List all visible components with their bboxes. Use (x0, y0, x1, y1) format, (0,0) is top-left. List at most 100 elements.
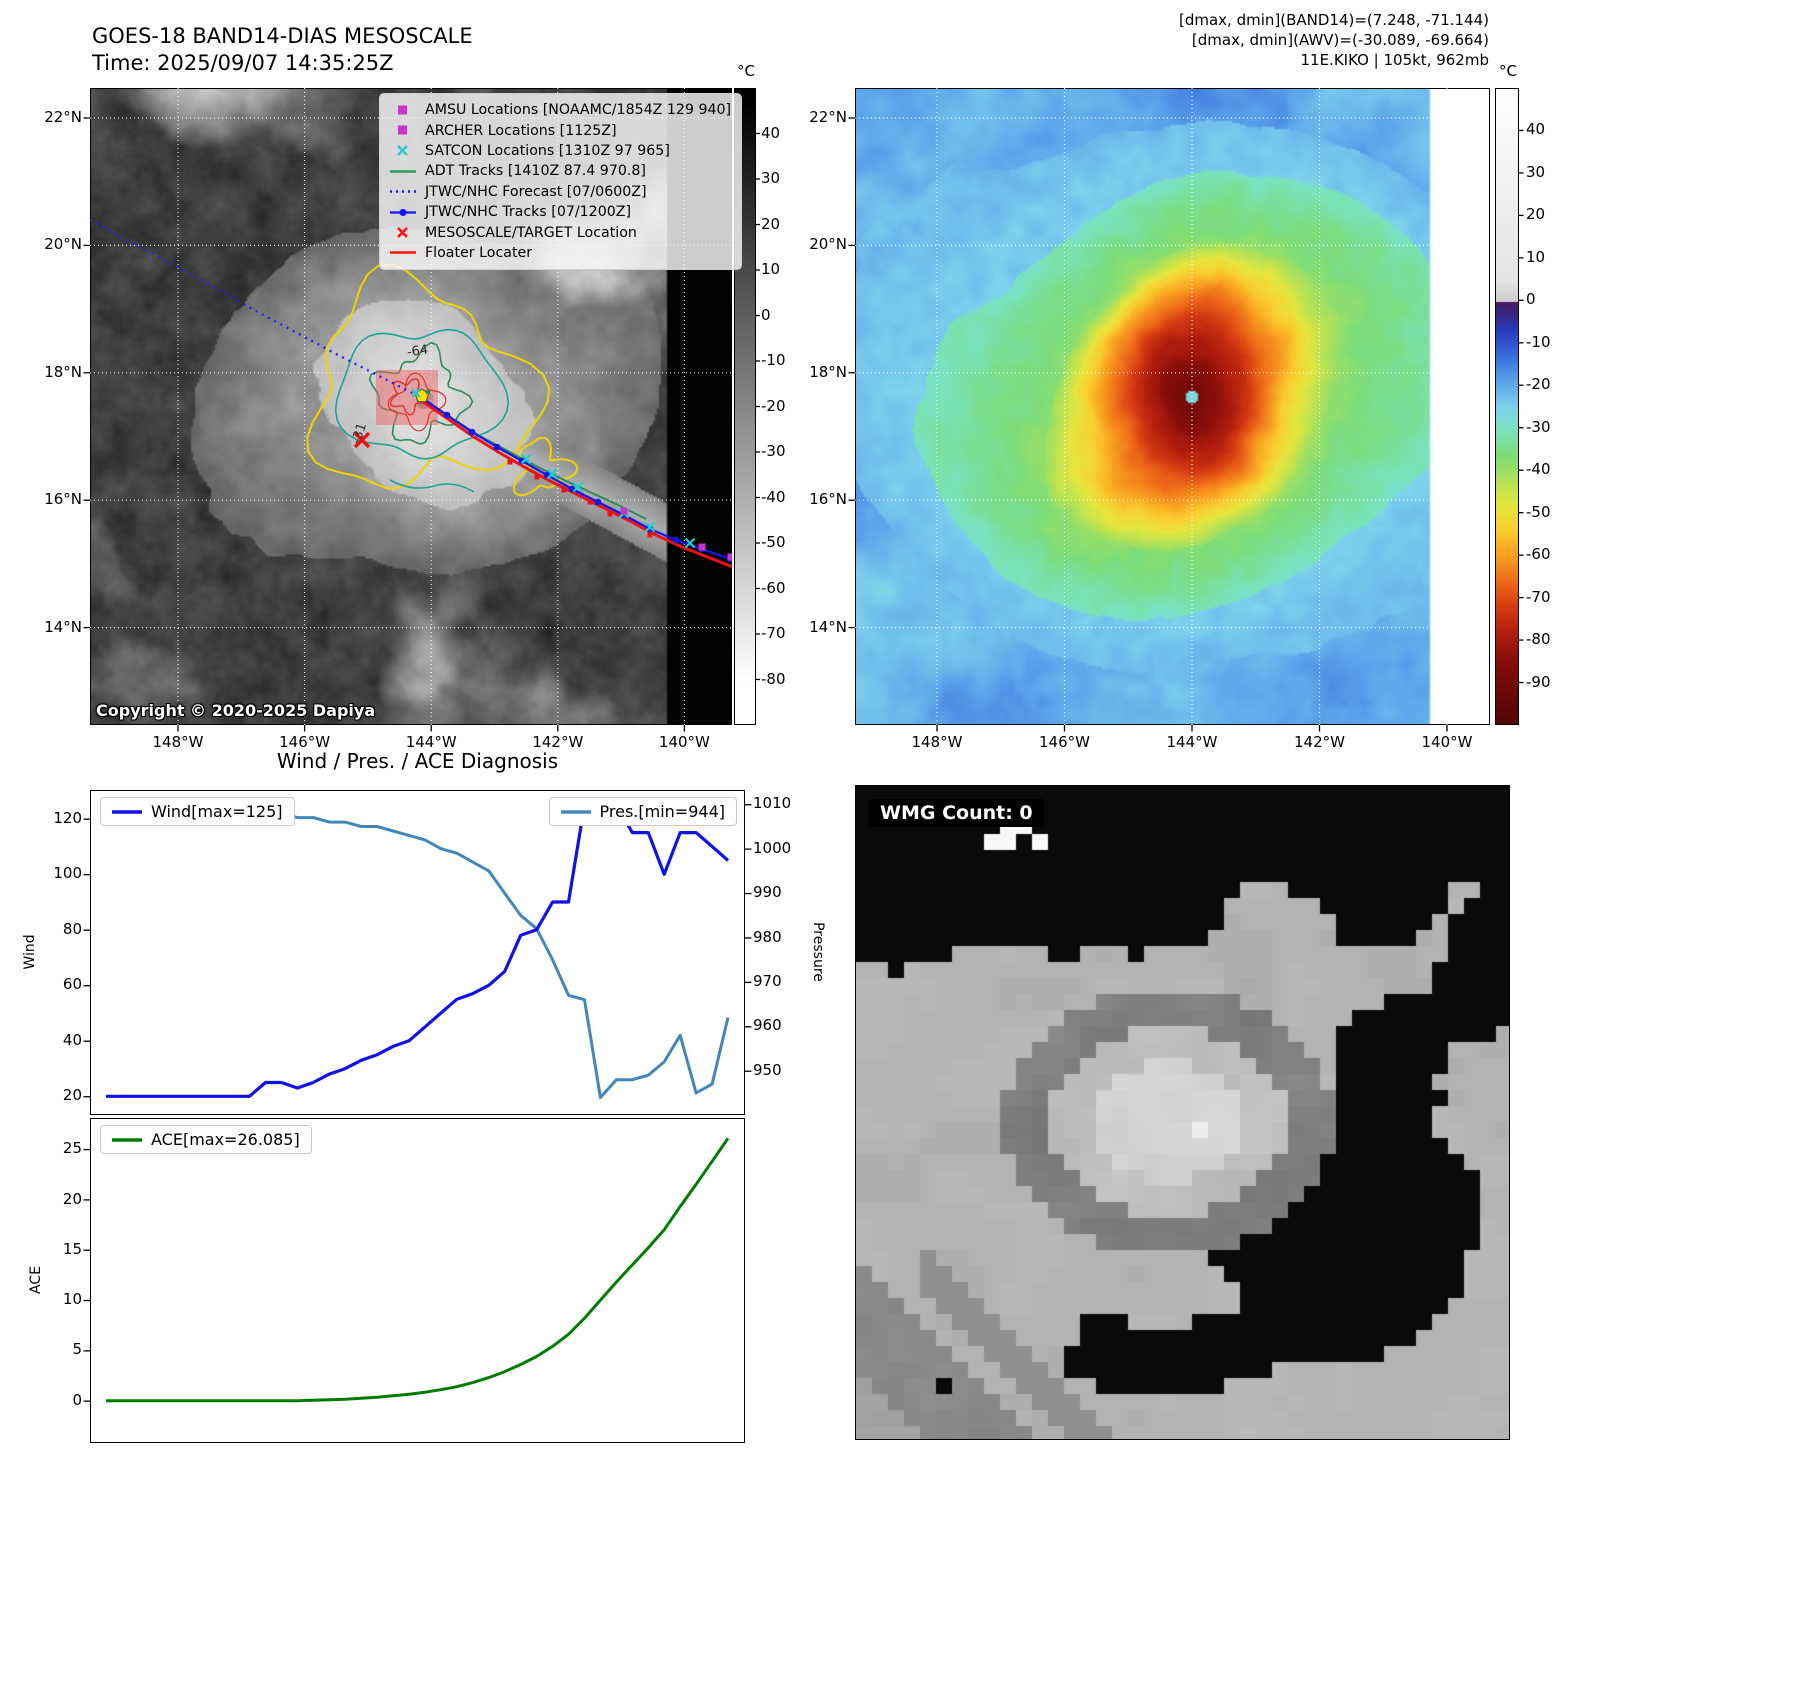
tl-lat-tick: 18°N (44, 362, 82, 381)
tl-lat-tick: 16°N (44, 490, 82, 509)
legend-item-label: Floater Locater (425, 244, 533, 261)
legend-item-0: AMSU Locations [NOAAMC/1854Z 129 940] (388, 100, 731, 120)
ace-legend: ACE[max=26.085] (100, 1125, 312, 1154)
tr-colorbar-gradient (1496, 89, 1518, 724)
tl-panel-time: Time: 2025/09/07 14:35:25Z (92, 51, 394, 75)
tl-colorbar-tick: -70 (761, 624, 786, 642)
wind-axis-label: Wind (22, 934, 38, 970)
pressure-ytick: 970 (753, 971, 782, 990)
tr-colorbar-tick: 40 (1526, 120, 1546, 139)
tr-colorbar-tick: -60 (1526, 545, 1551, 564)
pressure-ytick: 1010 (753, 794, 792, 813)
tl-colorbar-tick: -40 (761, 487, 786, 506)
tr-lon-tick: 142°W (1294, 733, 1345, 751)
pressure-legend-label: Pres.[min=944] (599, 802, 725, 821)
pressure-line-sample (560, 809, 591, 815)
tr-colorbar-tick: -90 (1526, 672, 1551, 691)
copyright-text: Copyright © 2020-2025 Dapiya (96, 701, 376, 720)
tr-colorbar-unit: °C (1499, 62, 1517, 80)
tr-lon-tick: 148°W (911, 733, 963, 751)
tr-colorbar-tick: -70 (1526, 587, 1551, 606)
dotted-line-marker-icon (390, 190, 416, 194)
tr-lat-tick: 16°N (809, 490, 847, 509)
legend-item-label: JTWC/NHC Forecast [07/0600Z] (425, 183, 647, 200)
pressure-ytick: 950 (753, 1060, 782, 1079)
tr-info-storm: 11E.KIKO | 105kt, 962mb (1300, 51, 1489, 69)
wind-ytick: 120 (53, 808, 82, 827)
enhanced-ir-image (856, 89, 1489, 724)
tr-lat-tick: 18°N (809, 362, 847, 381)
legend-item-label: AMSU Locations [NOAAMC/1854Z 129 940] (425, 102, 732, 119)
tr-colorbar-tick: -50 (1526, 502, 1551, 521)
tr-colorbar-tick: 20 (1526, 205, 1546, 224)
wind-pressure-chart (90, 790, 745, 1115)
tl-lon-tick: 146°W (279, 733, 331, 751)
legend-item-5: JTWC/NHC Tracks [07/1200Z] (388, 202, 731, 222)
legend-item-label: MESOSCALE/TARGET Location (425, 224, 637, 241)
tr-colorbar-tick: -80 (1526, 630, 1551, 649)
tr-lat-tick: 22°N (809, 108, 847, 126)
tr-colorbar-tick: -20 (1526, 375, 1551, 394)
legend-item-2: SATCON Locations [1310Z 97 965] (388, 141, 731, 161)
wind-legend-label: Wind[max=125] (151, 802, 283, 821)
tr-lon-tick: 144°W (1166, 733, 1218, 751)
tl-colorbar-tick: 40 (761, 123, 781, 142)
tl-lon-tick: 148°W (152, 733, 204, 751)
tl-colorbar-tick: -50 (761, 533, 786, 551)
wind-ytick: 80 (62, 919, 82, 938)
ace-chart (90, 1118, 745, 1443)
tl-lat-tick: 22°N (44, 108, 82, 126)
line-marker-icon (390, 170, 416, 173)
legend-item-7: Floater Locater (388, 243, 731, 263)
square-marker-icon (398, 125, 407, 135)
legend-item-label: ADT Tracks [1410Z 87.4 970.8] (425, 163, 646, 180)
ace-ytick: 5 (72, 1340, 82, 1359)
tr-map-frame (855, 88, 1490, 725)
x-marker-icon (397, 145, 408, 157)
tl-colorbar-tick: -80 (761, 669, 786, 688)
tl-panel-title: GOES-18 BAND14-DIAS MESOSCALE (92, 24, 473, 48)
pressure-ytick: 990 (753, 883, 782, 902)
line-marker-marker-icon (390, 208, 416, 216)
tl-colorbar-tick: 20 (761, 214, 781, 233)
wind-pressure-plot-area (106, 803, 730, 1099)
tr-colorbar-tick: -10 (1526, 332, 1551, 351)
tr-colorbar-tick: -40 (1526, 460, 1551, 479)
tl-map-legend: AMSU Locations [NOAAMC/1854Z 129 940] ARC… (379, 93, 743, 271)
legend-item-label: JTWC/NHC Tracks [07/1200Z] (425, 204, 632, 221)
tr-info-awv: [dmax, dmin](AWV)=(-30.089, -69.664) (1191, 31, 1489, 49)
pressure-ytick: 960 (753, 1016, 782, 1035)
legend-item-6: MESOSCALE/TARGET Location (388, 222, 731, 242)
ace-ytick: 0 (72, 1390, 82, 1409)
ace-line-sample (112, 1137, 142, 1143)
wmg-panel-frame (855, 785, 1510, 1440)
pressure-legend: Pres.[min=944] (548, 797, 737, 826)
tr-colorbar-tick: -30 (1526, 417, 1551, 436)
ace-plot-area (106, 1137, 730, 1403)
ace-ytick: 15 (62, 1239, 82, 1258)
contour-label-minus64: -64 (406, 342, 430, 361)
legend-item-1: ARCHER Locations [1125Z] (388, 120, 731, 140)
tl-colorbar-tick: -20 (761, 396, 786, 415)
ace-legend-label: ACE[max=26.085] (151, 1130, 300, 1149)
tl-colorbar-tick: 30 (761, 169, 781, 187)
tl-colorbar-unit: °C (737, 62, 755, 80)
tl-colorbar-tick: -30 (761, 442, 786, 460)
legend-item-4: JTWC/NHC Forecast [07/0600Z] (388, 182, 731, 202)
wind-ytick: 40 (62, 1030, 82, 1049)
tr-info-band14: [dmax, dmin](BAND14)=(7.248, -71.144) (1178, 11, 1489, 29)
line-marker-icon (390, 251, 416, 255)
wind-line-sample (112, 809, 142, 815)
tl-colorbar-tick: 10 (761, 260, 781, 278)
tl-colorbar-tick: 0 (761, 305, 771, 324)
x-marker-icon (397, 227, 408, 238)
tr-lon-tick: 140°W (1421, 733, 1473, 751)
tl-colorbar-tick: -60 (761, 578, 786, 597)
legend-item-label: ARCHER Locations [1125Z] (425, 122, 617, 139)
legend-item-3: ADT Tracks [1410Z 87.4 970.8] (388, 161, 731, 181)
tr-colorbar-frame (1495, 88, 1519, 725)
tr-colorbar-tick: 0 (1526, 290, 1536, 309)
wind-legend: Wind[max=125] (100, 797, 295, 826)
pressure-axis-label: Pressure (810, 922, 826, 982)
